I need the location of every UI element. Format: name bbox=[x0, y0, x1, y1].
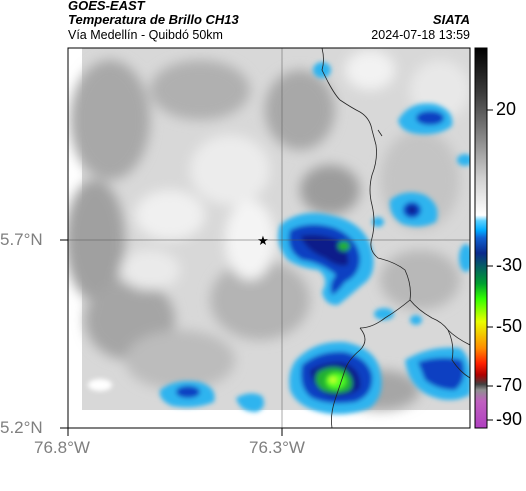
plot-frame bbox=[67, 47, 471, 429]
agency-label: SIATA bbox=[432, 12, 470, 27]
lon-tick-label: 76.3°W bbox=[249, 438, 305, 457]
brightness-temperature-field bbox=[68, 48, 470, 428]
colorbar-label: -90 bbox=[496, 409, 523, 429]
colorbar bbox=[475, 48, 487, 428]
star-icon: ★ bbox=[257, 233, 269, 248]
lat-tick-label: 5.7°N bbox=[0, 230, 43, 249]
satellite-name: GOES-EAST bbox=[68, 0, 145, 13]
timestamp: 2024-07-18 13:59 bbox=[371, 28, 470, 42]
colorbar-frame bbox=[474, 47, 488, 429]
product-title: Temperatura de Brillo CH13 bbox=[68, 12, 239, 27]
boundary-line bbox=[321, 48, 470, 346]
colorbar-label: -70 bbox=[496, 375, 523, 395]
map-header: GOES-EAST Temperatura de Brillo CH13 Vía… bbox=[68, 0, 470, 46]
region-subtitle: Vía Medellín - Quibdó 50km bbox=[68, 28, 223, 42]
colorbar-label: -50 bbox=[496, 316, 523, 336]
colorbar-gradient bbox=[475, 48, 487, 428]
lon-tick-label: 76.8°W bbox=[34, 438, 90, 457]
colorbar-label: -30 bbox=[496, 255, 523, 275]
colorbar-label: 20 bbox=[496, 99, 517, 119]
lat-tick-label: 5.2°N bbox=[0, 418, 43, 437]
